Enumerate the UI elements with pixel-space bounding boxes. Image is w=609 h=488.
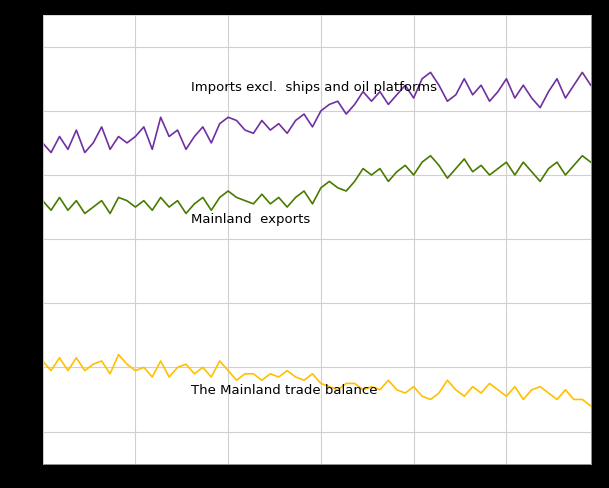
Text: Imports excl.  ships and oil platforms: Imports excl. ships and oil platforms [191, 81, 437, 94]
Text: Mainland  exports: Mainland exports [191, 213, 310, 226]
Text: The Mainland trade balance: The Mainland trade balance [191, 384, 377, 397]
